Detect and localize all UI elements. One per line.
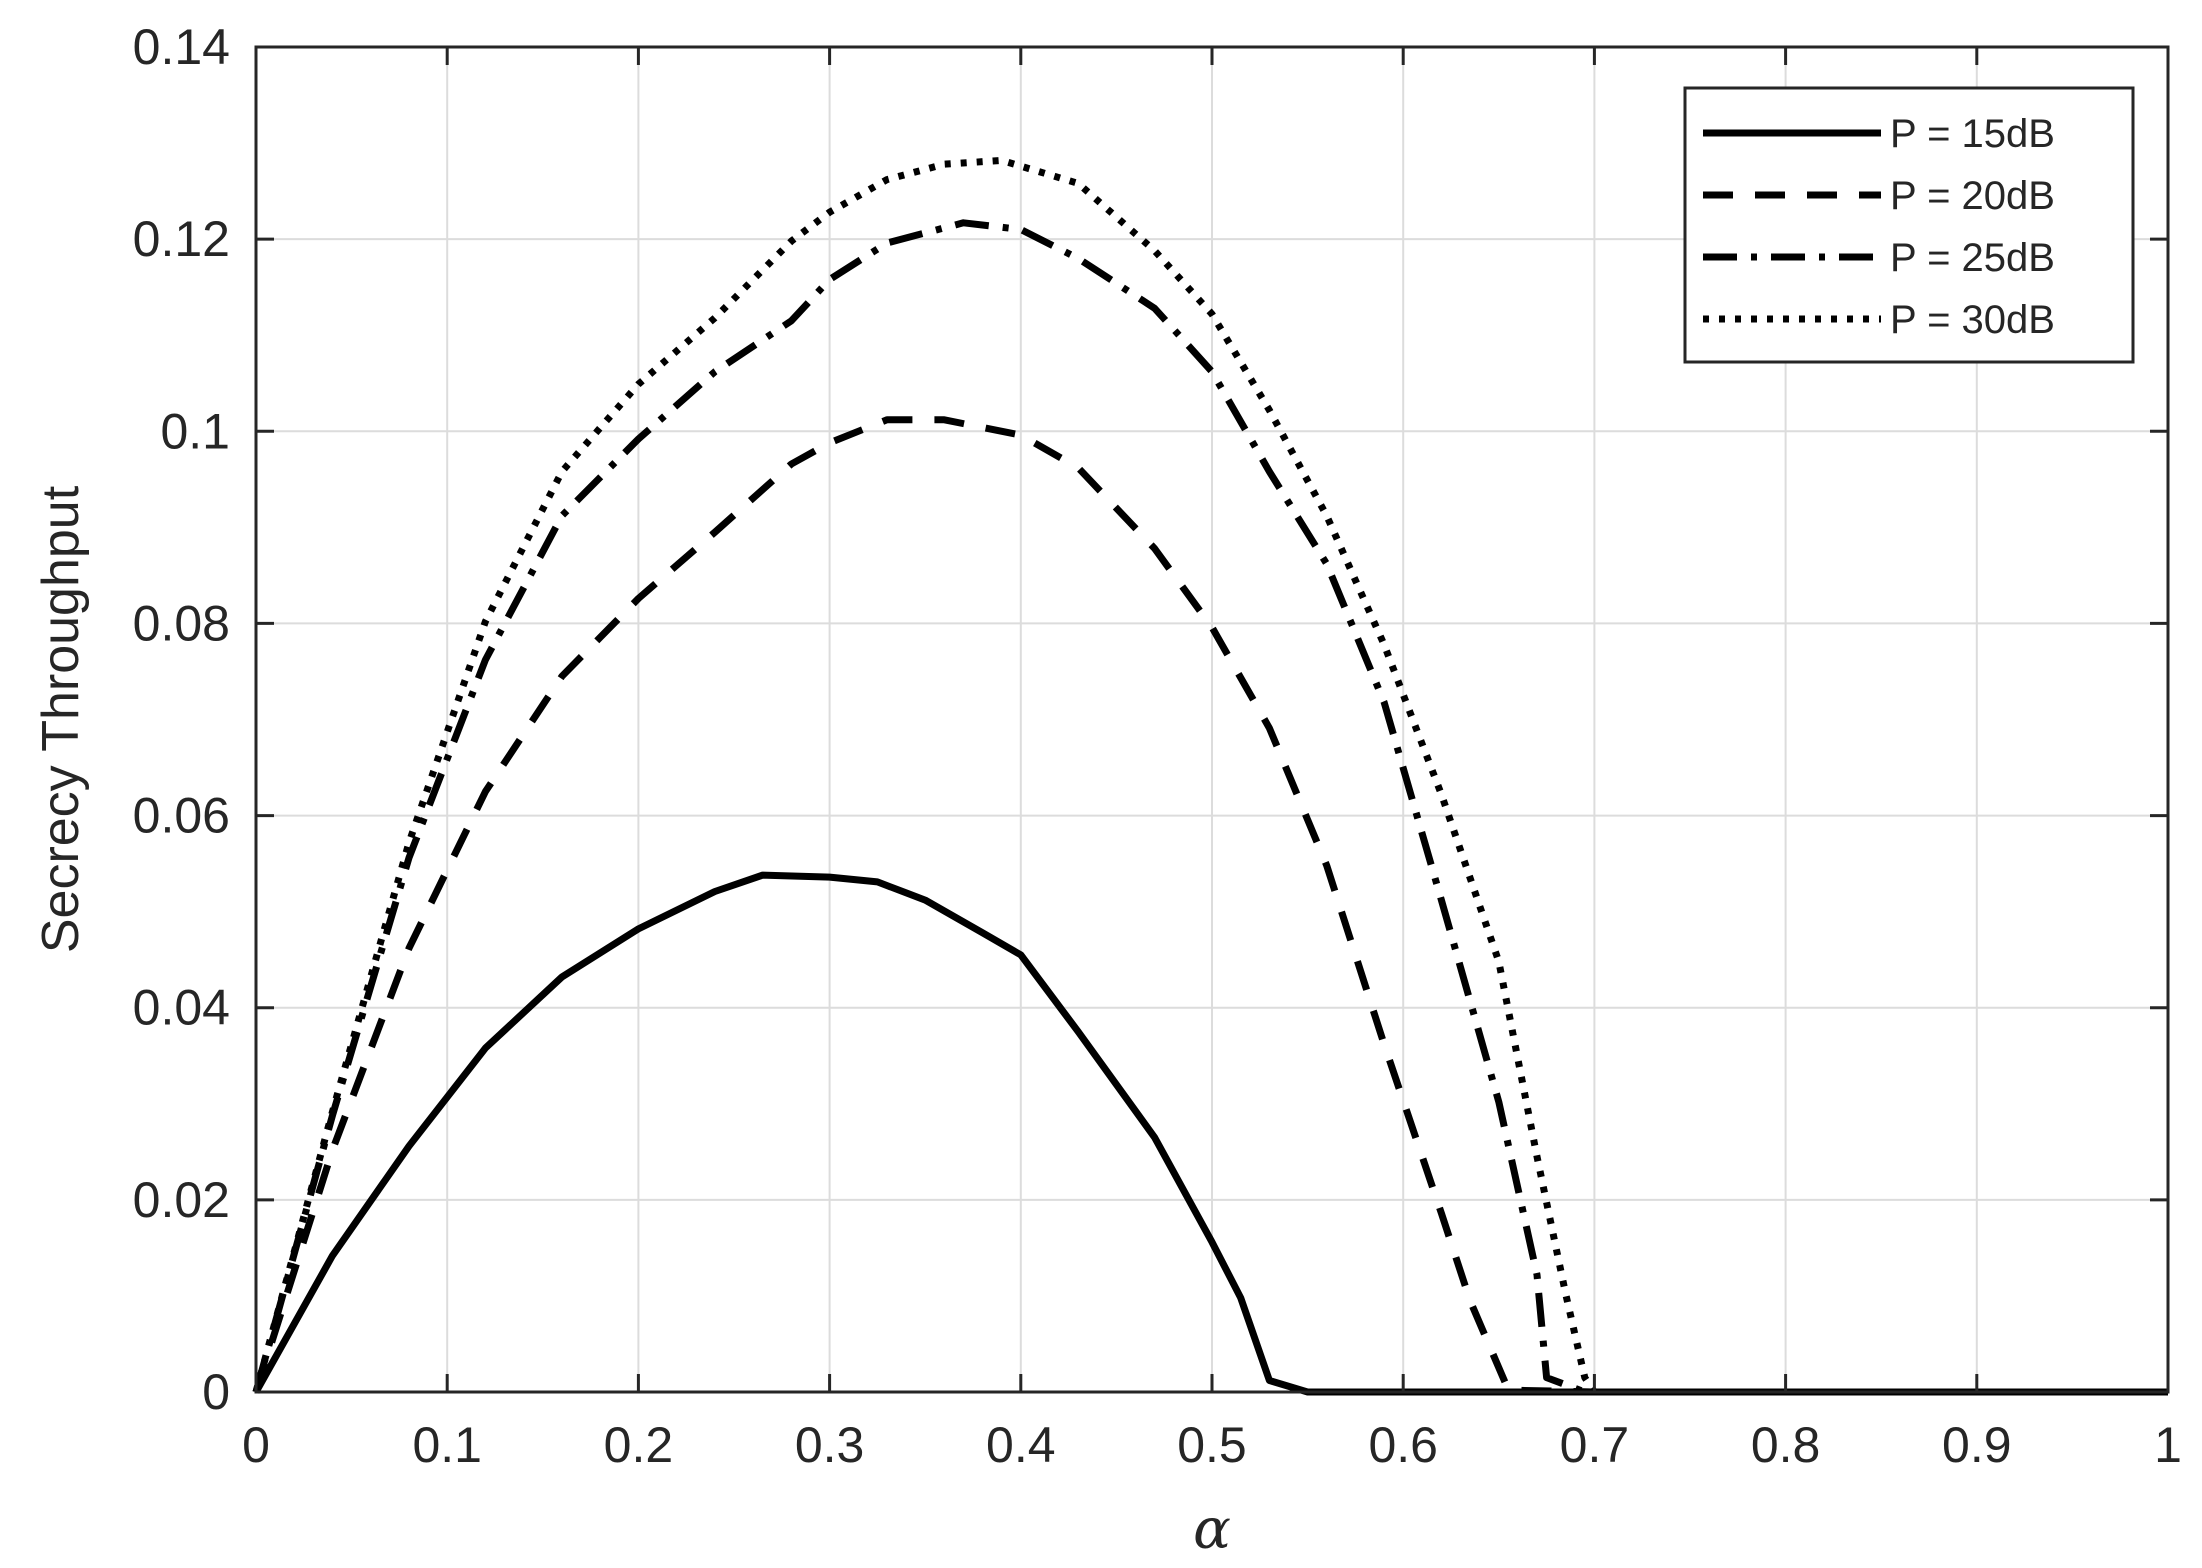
y-axis-label: Secrecy Throughput <box>32 485 90 953</box>
y-tick-label: 0.02 <box>133 1172 230 1228</box>
x-tick-label: 1 <box>2154 1417 2182 1473</box>
legend-label-3: P = 25dB <box>1890 236 2055 280</box>
x-tick-label: 0 <box>242 1417 270 1473</box>
y-tick-label: 0.12 <box>133 211 230 267</box>
y-tick-label: 0.1 <box>160 403 230 459</box>
x-tick-label: 0.8 <box>1751 1417 1821 1473</box>
x-tick-label: 0.2 <box>604 1417 674 1473</box>
x-tick-label: 0.1 <box>412 1417 482 1473</box>
x-tick-label: 0.5 <box>1177 1417 1247 1473</box>
series-line-2 <box>252 416 2168 1396</box>
y-tick-label: 0.08 <box>133 595 230 651</box>
axis-ticks <box>254 45 2170 1394</box>
x-tick-label: 0.4 <box>986 1417 1056 1473</box>
legend-label-2: P = 20dB <box>1890 174 2055 218</box>
series-line-4 <box>252 156 2168 1396</box>
y-tick-label: 0.04 <box>133 980 230 1036</box>
legend: P = 15dB P = 20dB P = 25dB P = 30dB <box>1683 86 2135 364</box>
x-tick-label: 0.6 <box>1368 1417 1438 1473</box>
legend-label-4: P = 30dB <box>1890 298 2055 342</box>
y-axis-tick-labels: 0 0.02 0.04 0.06 0.08 0.1 0.12 0.14 <box>133 19 230 1420</box>
legend-label-1: P = 15dB <box>1890 112 2055 156</box>
x-tick-label: 0.9 <box>1942 1417 2012 1473</box>
x-tick-label: 0.7 <box>1560 1417 1630 1473</box>
x-axis-tick-labels: 0 0.1 0.2 0.3 0.4 0.5 0.6 0.7 0.8 0.9 1 <box>242 1417 2182 1473</box>
y-tick-label: 0 <box>202 1364 230 1420</box>
x-axis-label: α <box>1193 1497 1231 1562</box>
y-tick-label: 0.14 <box>133 19 230 75</box>
y-tick-label: 0.06 <box>133 788 230 844</box>
x-tick-label: 0.3 <box>795 1417 865 1473</box>
